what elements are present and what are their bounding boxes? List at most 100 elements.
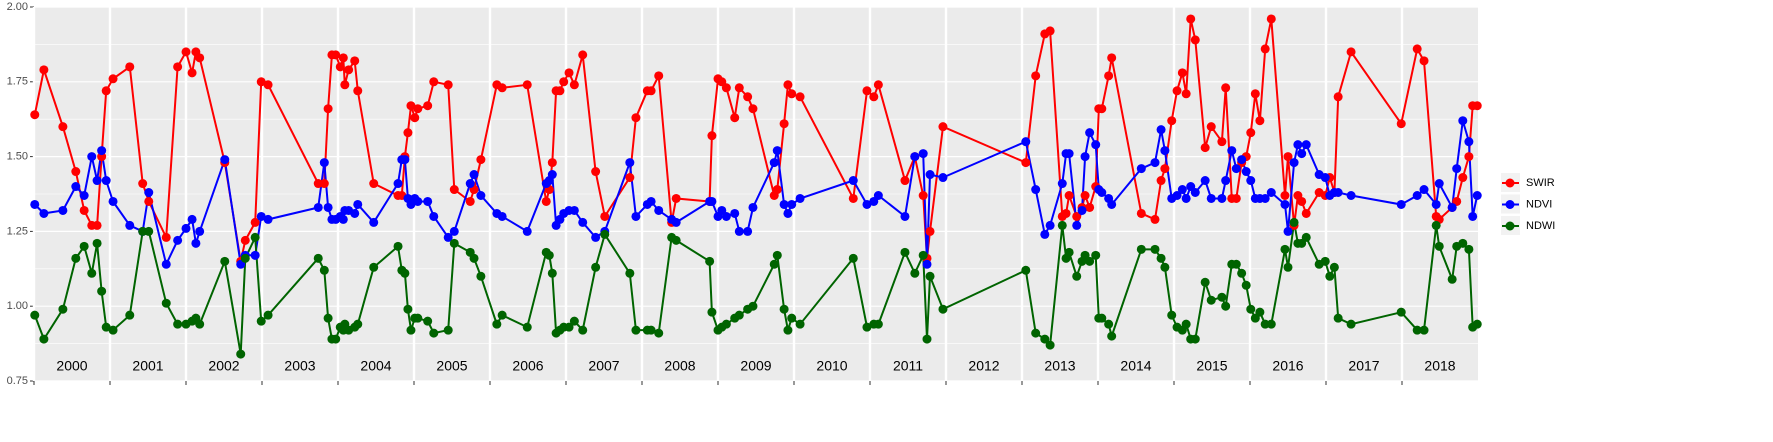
data-point (497, 83, 507, 93)
x-tick-label: 2014 (1120, 358, 1151, 374)
data-point (1333, 92, 1343, 102)
data-point (569, 316, 579, 326)
data-point (1040, 334, 1050, 344)
legend: SWIR NDVI NDWI (1501, 173, 1555, 235)
data-point (1160, 164, 1170, 174)
data-point (848, 193, 858, 203)
data-point (1021, 265, 1031, 275)
data-point (1172, 86, 1182, 96)
data-point (900, 211, 910, 221)
data-point (555, 86, 565, 96)
data-point (406, 325, 416, 335)
data-point (1396, 199, 1406, 209)
data-point (1333, 188, 1343, 198)
data-point (1104, 71, 1114, 81)
data-point (58, 122, 68, 132)
data-point (400, 268, 410, 278)
data-point (413, 196, 423, 206)
data-point (925, 271, 935, 281)
data-point (497, 310, 507, 320)
x-tick-label: 2017 (1348, 358, 1379, 374)
data-point (873, 80, 883, 90)
data-point (1266, 14, 1276, 24)
data-point (71, 167, 81, 177)
data-point (1190, 35, 1200, 45)
data-point (187, 214, 197, 224)
data-point (779, 199, 789, 209)
data-point (1231, 193, 1241, 203)
data-point (646, 325, 656, 335)
data-point (646, 196, 656, 206)
data-point (783, 80, 793, 90)
data-point (410, 113, 420, 123)
data-point (101, 86, 111, 96)
data-point (369, 262, 379, 272)
data-point (144, 196, 154, 206)
data-point (429, 211, 439, 221)
data-point (1136, 244, 1146, 254)
data-point (1167, 116, 1177, 126)
data-point (1283, 226, 1293, 236)
data-point (631, 113, 641, 123)
data-point (625, 158, 635, 168)
data-point (173, 235, 183, 245)
data-point (1280, 244, 1290, 254)
data-point (144, 188, 154, 198)
data-point (1301, 140, 1311, 150)
data-point (862, 86, 872, 96)
data-point (58, 205, 68, 215)
data-point (1434, 241, 1444, 251)
x-tick-label: 2008 (664, 358, 695, 374)
data-point (97, 146, 107, 156)
data-point (1190, 334, 1200, 344)
data-point (1064, 149, 1074, 159)
data-point (1431, 220, 1441, 230)
data-point (910, 268, 920, 278)
data-point (900, 176, 910, 186)
data-point (671, 235, 681, 245)
data-point (331, 50, 341, 60)
data-point (400, 155, 410, 165)
data-point (578, 217, 588, 227)
data-point (1097, 188, 1107, 198)
data-point (705, 256, 715, 266)
data-point (1283, 262, 1293, 272)
data-point (1464, 152, 1474, 162)
data-point (1419, 325, 1429, 335)
data-point (564, 322, 574, 332)
data-point (1150, 158, 1160, 168)
x-tick-label: 2003 (284, 358, 315, 374)
x-tick-label: 2015 (1196, 358, 1227, 374)
data-point (918, 250, 928, 260)
legend-marker (1505, 178, 1515, 188)
data-point (1091, 140, 1101, 150)
data-point (1217, 137, 1227, 147)
data-point (1177, 185, 1187, 195)
data-point (108, 196, 118, 206)
data-point (787, 313, 797, 323)
data-point (600, 229, 610, 239)
data-point (263, 310, 273, 320)
data-point (1283, 152, 1293, 162)
data-point (220, 256, 230, 266)
data-point (1468, 211, 1478, 221)
data-point (256, 316, 266, 326)
data-point (1085, 256, 1095, 266)
data-point (730, 113, 740, 123)
data-point (671, 217, 681, 227)
data-point (938, 173, 948, 183)
data-point (449, 185, 459, 195)
data-point (1072, 220, 1082, 230)
data-point (1107, 331, 1117, 341)
data-point (734, 83, 744, 93)
data-point (1260, 193, 1270, 203)
data-point (1237, 155, 1247, 165)
data-point (1057, 179, 1067, 189)
data-point (1186, 14, 1196, 24)
data-point (1136, 208, 1146, 218)
data-point (58, 304, 68, 314)
data-point (313, 253, 323, 263)
data-point (335, 62, 345, 72)
data-point (1266, 319, 1276, 329)
data-point (922, 259, 932, 269)
